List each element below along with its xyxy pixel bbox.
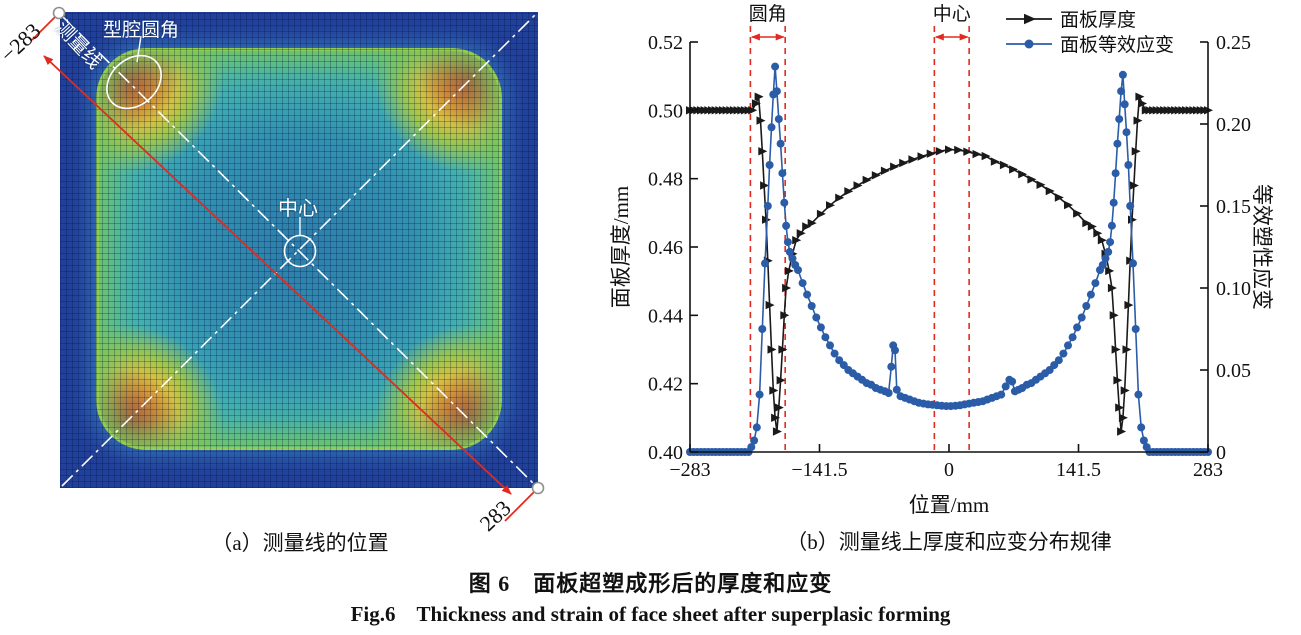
- x-tick-label: 0: [944, 459, 954, 481]
- legend-label-thickness: 面板厚度: [1060, 10, 1137, 31]
- measure-start-value: −283: [0, 18, 46, 68]
- x-tick-label: 141.5: [1056, 459, 1101, 481]
- left-tick-label: 0.46: [648, 237, 683, 259]
- right-tick-label: 0.05: [1216, 360, 1251, 382]
- left-tick-label: 0.44: [648, 305, 683, 327]
- x-tick-label: −283: [669, 459, 710, 481]
- figure-caption-en: Fig.6 Thickness and strain of face sheet…: [350, 602, 951, 626]
- thickness-strain-chart: 圆角 中心 0.40 0.42 0.44 0.46 0.48 0.50 0.52 0 0.05 0.1…: [648, 3, 1251, 481]
- annotation-band-label: 中心: [933, 3, 971, 25]
- x-axis-title: 位置/mm: [908, 493, 990, 517]
- panel-a-caption: （a）测量线的位置: [211, 531, 389, 555]
- thickness-line-marker-icon: [1006, 13, 1052, 24]
- annotation-band-label: 圆角: [749, 3, 787, 25]
- cavity-fillet-label: 型腔圆角: [103, 20, 180, 41]
- legend-label-strain: 面板等效应变: [1060, 35, 1175, 56]
- right-tick-label: 0.25: [1216, 32, 1251, 54]
- right-tick-label: 0.10: [1216, 278, 1251, 300]
- x-tick-label: −141.5: [791, 459, 847, 481]
- left-tick-label: 0.50: [648, 100, 683, 122]
- figure-caption-zh: 图 6 面板超塑成形后的厚度和应变: [468, 571, 833, 596]
- left-tick-label: 0.52: [648, 32, 683, 54]
- right-tick-label: 0.15: [1216, 196, 1251, 218]
- legend-item-strain: 面板等效应变: [1006, 31, 1174, 56]
- fem-contour-plot: [60, 12, 538, 488]
- right-tick-label: 0: [1216, 442, 1226, 464]
- left-tick-label: 0.42: [648, 374, 683, 396]
- x-tick-label: 283: [1193, 459, 1223, 481]
- left-axis-title: 面板厚度/mm: [609, 185, 633, 309]
- strain-line-marker-icon: [1006, 39, 1052, 48]
- panel-b-caption: （b）测量线上厚度和应变分布规律: [786, 530, 1112, 554]
- right-tick-label: 0.20: [1216, 114, 1251, 136]
- annotation-band-1: 中心: [933, 3, 971, 452]
- panel-a: 测量线 型腔圆角 中心 −283 283 （a）测量线的位置: [0, 0, 600, 560]
- left-tick-label: 0.48: [648, 169, 683, 191]
- legend-item-thickness: 面板厚度: [1006, 6, 1174, 31]
- strain-series: [686, 62, 1212, 456]
- center-label: 中心: [278, 198, 318, 220]
- left-tick-label: 0.40: [648, 442, 683, 464]
- fem-mesh-grid: [60, 12, 538, 488]
- right-axis-title: 等效塑性应变: [1250, 184, 1274, 310]
- annotation-band-0: 圆角: [749, 3, 787, 452]
- axes: 0.40 0.42 0.44 0.46 0.48 0.50 0.52 0 0.05 0.10 0.1…: [648, 32, 1251, 481]
- thickness-series: [686, 92, 1213, 436]
- chart-legend: 面板厚度 面板等效应变: [1006, 6, 1174, 56]
- annotation-bands: 圆角 中心: [749, 3, 971, 452]
